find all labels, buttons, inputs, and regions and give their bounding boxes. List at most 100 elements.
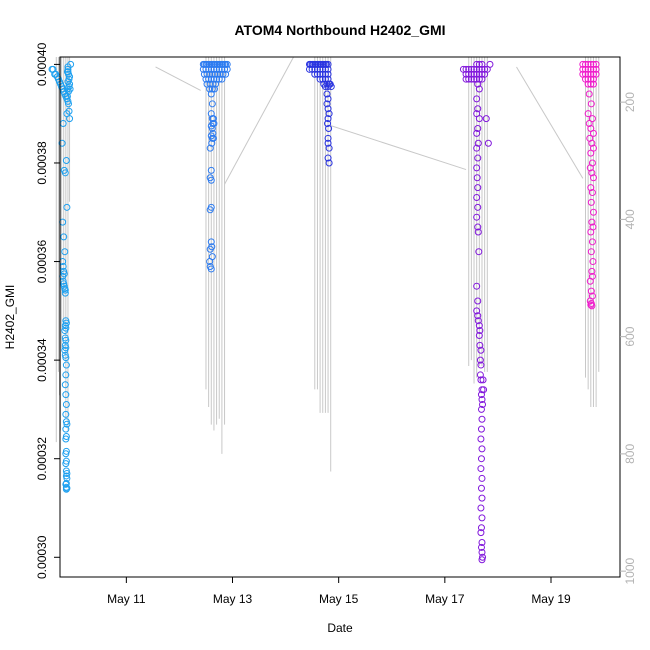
- y-tick-label: 0.00030: [35, 535, 49, 579]
- data-point: [473, 307, 481, 315]
- data-point: [61, 248, 69, 256]
- data-point: [209, 134, 217, 142]
- data-point: [62, 435, 70, 443]
- y-tick-label: 0.00034: [35, 338, 49, 382]
- data-point: [205, 65, 213, 73]
- data-point: [305, 65, 313, 73]
- data-point: [465, 75, 473, 83]
- data-point: [473, 60, 481, 68]
- data-point: [477, 529, 485, 537]
- data-point: [325, 110, 333, 118]
- data-point: [588, 238, 596, 246]
- data-point: [588, 139, 596, 147]
- data-point: [477, 455, 485, 463]
- data-point: [199, 65, 207, 73]
- data-point: [207, 265, 215, 273]
- data-point: [584, 110, 592, 118]
- y-tick-label: 0.00040: [35, 42, 49, 86]
- data-point: [477, 504, 485, 512]
- data-point: [203, 70, 211, 78]
- data-point: [476, 341, 484, 349]
- data-point: [221, 65, 229, 73]
- y2-tick-label: 800: [623, 444, 637, 464]
- data-point: [61, 289, 69, 297]
- data-point: [324, 120, 332, 128]
- data-point: [208, 85, 216, 93]
- data-point: [477, 484, 485, 492]
- data-point: [477, 524, 485, 532]
- data-point: [587, 248, 595, 256]
- data-point: [200, 70, 208, 78]
- data-point: [473, 75, 481, 83]
- data-point: [218, 75, 226, 83]
- data-point: [208, 139, 216, 147]
- data-point: [209, 80, 217, 88]
- data-point: [474, 317, 482, 325]
- data-point: [214, 70, 222, 78]
- data-point: [477, 361, 485, 369]
- data-point: [211, 70, 219, 78]
- data-point: [479, 400, 487, 408]
- data-point: [323, 100, 331, 108]
- data-point: [474, 312, 482, 320]
- data-point: [213, 75, 221, 83]
- data-point: [475, 322, 483, 330]
- y-axis-label: H2402_GMI: [3, 285, 17, 350]
- data-point: [215, 65, 223, 73]
- data-point: [473, 129, 481, 137]
- data-point: [473, 193, 481, 201]
- x-axis: May 11 May 13 May 15 May 17 May 19: [107, 577, 571, 606]
- data-point: [475, 60, 483, 68]
- data-point: [587, 287, 595, 295]
- data-point: [324, 139, 332, 147]
- data-point: [589, 80, 597, 88]
- data-point: [62, 450, 70, 458]
- data-point: [588, 267, 596, 275]
- data-point: [61, 169, 69, 177]
- data-point: [478, 514, 486, 522]
- data-point: [323, 90, 331, 98]
- data-point: [208, 100, 216, 108]
- data-point: [206, 144, 214, 152]
- data-point: [207, 90, 215, 98]
- data-point: [477, 435, 485, 443]
- data-point: [474, 228, 482, 236]
- data-point: [586, 164, 594, 172]
- data-point: [478, 415, 486, 423]
- data-point: [202, 65, 210, 73]
- data-point: [475, 331, 483, 339]
- y-axis: 0.00030 0.00032 0.00034 0.00036 0.00038 0.000…: [35, 42, 60, 579]
- y2-tick-label: 600: [623, 326, 637, 346]
- data-point: [587, 198, 595, 206]
- data-point: [587, 149, 595, 157]
- data-point: [63, 110, 71, 118]
- data-point: [474, 124, 482, 132]
- secondary-connector-line: [516, 66, 584, 179]
- data-point: [588, 115, 596, 123]
- data-point: [474, 223, 482, 231]
- data-point: [478, 75, 486, 83]
- data-point: [64, 68, 72, 76]
- x-axis-label: Date: [327, 621, 353, 635]
- data-point: [478, 538, 486, 546]
- y-tick-label: 0.00036: [35, 240, 49, 284]
- secondary-y-axis: 200 400 600 800 1000: [620, 92, 637, 584]
- data-point: [474, 80, 482, 88]
- data-point: [486, 60, 494, 68]
- data-point: [207, 238, 215, 246]
- data-point: [210, 85, 218, 93]
- data-point: [477, 376, 485, 384]
- data-point: [62, 336, 70, 344]
- data-point: [324, 95, 332, 103]
- data-point: [316, 75, 324, 83]
- secondary-connector-line: [224, 56, 294, 185]
- data-point: [205, 75, 213, 83]
- data-point: [470, 75, 478, 83]
- data-point: [210, 65, 218, 73]
- data-point: [208, 70, 216, 78]
- data-point: [64, 63, 72, 71]
- data-point: [588, 302, 596, 310]
- data-point: [473, 282, 481, 290]
- data-point: [59, 120, 67, 128]
- data-point: [319, 75, 327, 83]
